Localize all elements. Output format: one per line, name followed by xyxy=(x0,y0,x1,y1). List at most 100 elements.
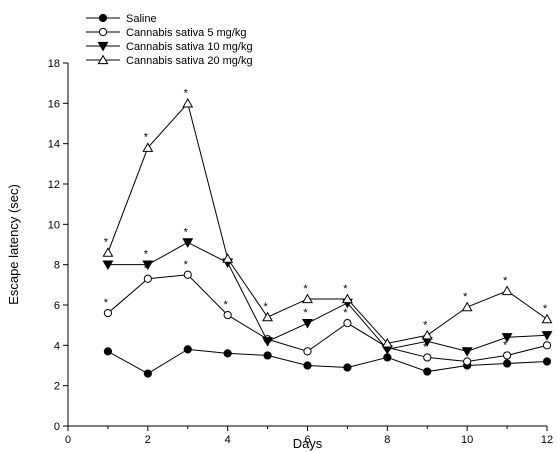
significance-star: * xyxy=(303,283,308,295)
series-0-point-7 xyxy=(383,353,392,362)
significance-star: * xyxy=(263,301,268,313)
series-3 xyxy=(102,97,553,348)
legend-marker-3 xyxy=(97,54,109,65)
significance-star: * xyxy=(463,345,468,357)
series-1-point-2 xyxy=(183,270,192,279)
series-3-point-1 xyxy=(142,142,154,152)
legend-label-2: Cannabis sativa 10 mg/kg xyxy=(126,41,253,53)
series-3-point-3 xyxy=(222,253,234,263)
series-2-point-2 xyxy=(182,238,194,248)
legend-marker-0 xyxy=(98,13,108,23)
significance-star: * xyxy=(144,249,149,261)
series-3-point-2 xyxy=(182,97,194,108)
series-0-point-5 xyxy=(303,361,312,370)
y-tick-label-4: 8 xyxy=(54,260,60,272)
series-0-point-2 xyxy=(183,345,192,354)
y-tick-label-5: 10 xyxy=(48,219,60,231)
series-2-point-5 xyxy=(302,318,313,329)
legend-label-0: Saline xyxy=(126,13,157,25)
series-0-point-11 xyxy=(542,357,552,366)
legend-item-1: Cannabis sativa 5 mg/kg xyxy=(86,27,246,39)
series-3-point-0 xyxy=(102,247,114,257)
significance-star: * xyxy=(224,299,229,311)
legend-label-1: Cannabis sativa 5 mg/kg xyxy=(126,27,246,39)
series-0-point-3 xyxy=(223,349,232,358)
x-tick-label-5: 10 xyxy=(461,434,473,446)
series-layer: * * * * * * * * * * * * * * * * * * * * * * xyxy=(102,87,553,378)
series-2-point-9 xyxy=(461,347,473,357)
significance-star: * xyxy=(303,307,308,319)
legend-item-0: Saline xyxy=(86,13,157,25)
y-tick-label-1: 2 xyxy=(54,381,60,393)
y-tick-label-7: 14 xyxy=(48,139,60,151)
series-0-point-10 xyxy=(502,359,512,368)
series-2-point-11 xyxy=(541,331,553,341)
y-tick-label-8: 16 xyxy=(48,98,60,110)
series-0-point-1 xyxy=(143,369,152,378)
significance-star: * xyxy=(343,307,348,319)
series-2-point-4 xyxy=(262,337,274,347)
significance-star: * xyxy=(503,339,508,351)
significance-star: * xyxy=(423,341,428,353)
significance-star: * xyxy=(463,291,468,303)
series-3-significance: * * * * * * * * * * xyxy=(104,87,548,331)
legend-item-2: Cannabis sativa 10 mg/kg xyxy=(86,41,253,53)
series-1-point-10 xyxy=(502,351,512,360)
series-3-point-8 xyxy=(421,329,433,340)
x-tick-label-2: 4 xyxy=(225,434,231,446)
series-3-point-4 xyxy=(262,311,274,322)
significance-star: * xyxy=(543,303,548,315)
series-2-point-0 xyxy=(102,260,114,271)
significance-star: * xyxy=(184,226,189,238)
legend: Saline Cannabis sativa 5 mg/kg Cannabis sa… xyxy=(86,13,253,67)
series-3-point-11 xyxy=(541,313,553,324)
axes: 0 2 4 6 8 10 12 14 16 18 0 2 4 6 8 10 12 xyxy=(48,58,553,446)
y-tick-label-9: 18 xyxy=(48,58,60,70)
series-1-point-3 xyxy=(223,310,232,320)
y-tick-label-2: 4 xyxy=(54,340,60,352)
series-1 xyxy=(103,270,552,366)
series-1-point-5 xyxy=(303,347,312,356)
x-tick-label-0: 0 xyxy=(65,434,71,446)
series-1-point-0 xyxy=(103,308,113,318)
series-0-point-8 xyxy=(423,367,432,376)
series-0-line xyxy=(107,348,548,375)
series-2-point-1 xyxy=(142,260,154,271)
series-1-point-6 xyxy=(343,319,352,328)
legend-marker-2 xyxy=(97,41,109,52)
series-1-significance: * * * * * * * * * xyxy=(104,259,548,358)
x-tick-label-6: 12 xyxy=(541,434,553,446)
significance-star: * xyxy=(144,263,149,275)
significance-star: * xyxy=(343,283,348,295)
series-1-point-1 xyxy=(143,274,152,283)
series-0 xyxy=(103,345,552,378)
y-axis-title: Escape latency (sec) xyxy=(6,184,21,305)
x-tick-label-1: 2 xyxy=(145,434,151,446)
y-tick-label-0: 0 xyxy=(54,421,60,433)
series-0-point-4 xyxy=(263,351,272,360)
series-2 xyxy=(102,238,553,357)
series-3-point-6 xyxy=(341,293,353,304)
series-1-point-11 xyxy=(542,341,552,350)
series-1-line xyxy=(107,274,548,362)
series-3-point-9 xyxy=(461,301,473,312)
legend-marker-1 xyxy=(98,27,108,37)
series-0-point-0 xyxy=(103,347,113,356)
series-2-significance: * * * xyxy=(144,226,309,319)
significance-star: * xyxy=(184,87,189,99)
series-2-line xyxy=(107,241,548,352)
series-1-point-8 xyxy=(423,353,432,362)
significance-star: * xyxy=(543,329,548,341)
x-axis-title: Days xyxy=(293,436,323,451)
y-tick-label-3: 6 xyxy=(54,300,60,312)
series-3-point-10 xyxy=(501,285,513,296)
significance-star: * xyxy=(503,275,508,287)
legend-item-3: Cannabis sativa 20 mg/kg xyxy=(86,54,253,67)
significance-star: * xyxy=(144,132,149,144)
series-2-point-10 xyxy=(501,333,513,343)
significance-star: * xyxy=(423,319,428,331)
significance-star: * xyxy=(184,259,189,271)
x-tick-label-4: 8 xyxy=(384,434,390,446)
series-3-point-7 xyxy=(381,337,393,348)
series-0-point-6 xyxy=(343,363,352,372)
